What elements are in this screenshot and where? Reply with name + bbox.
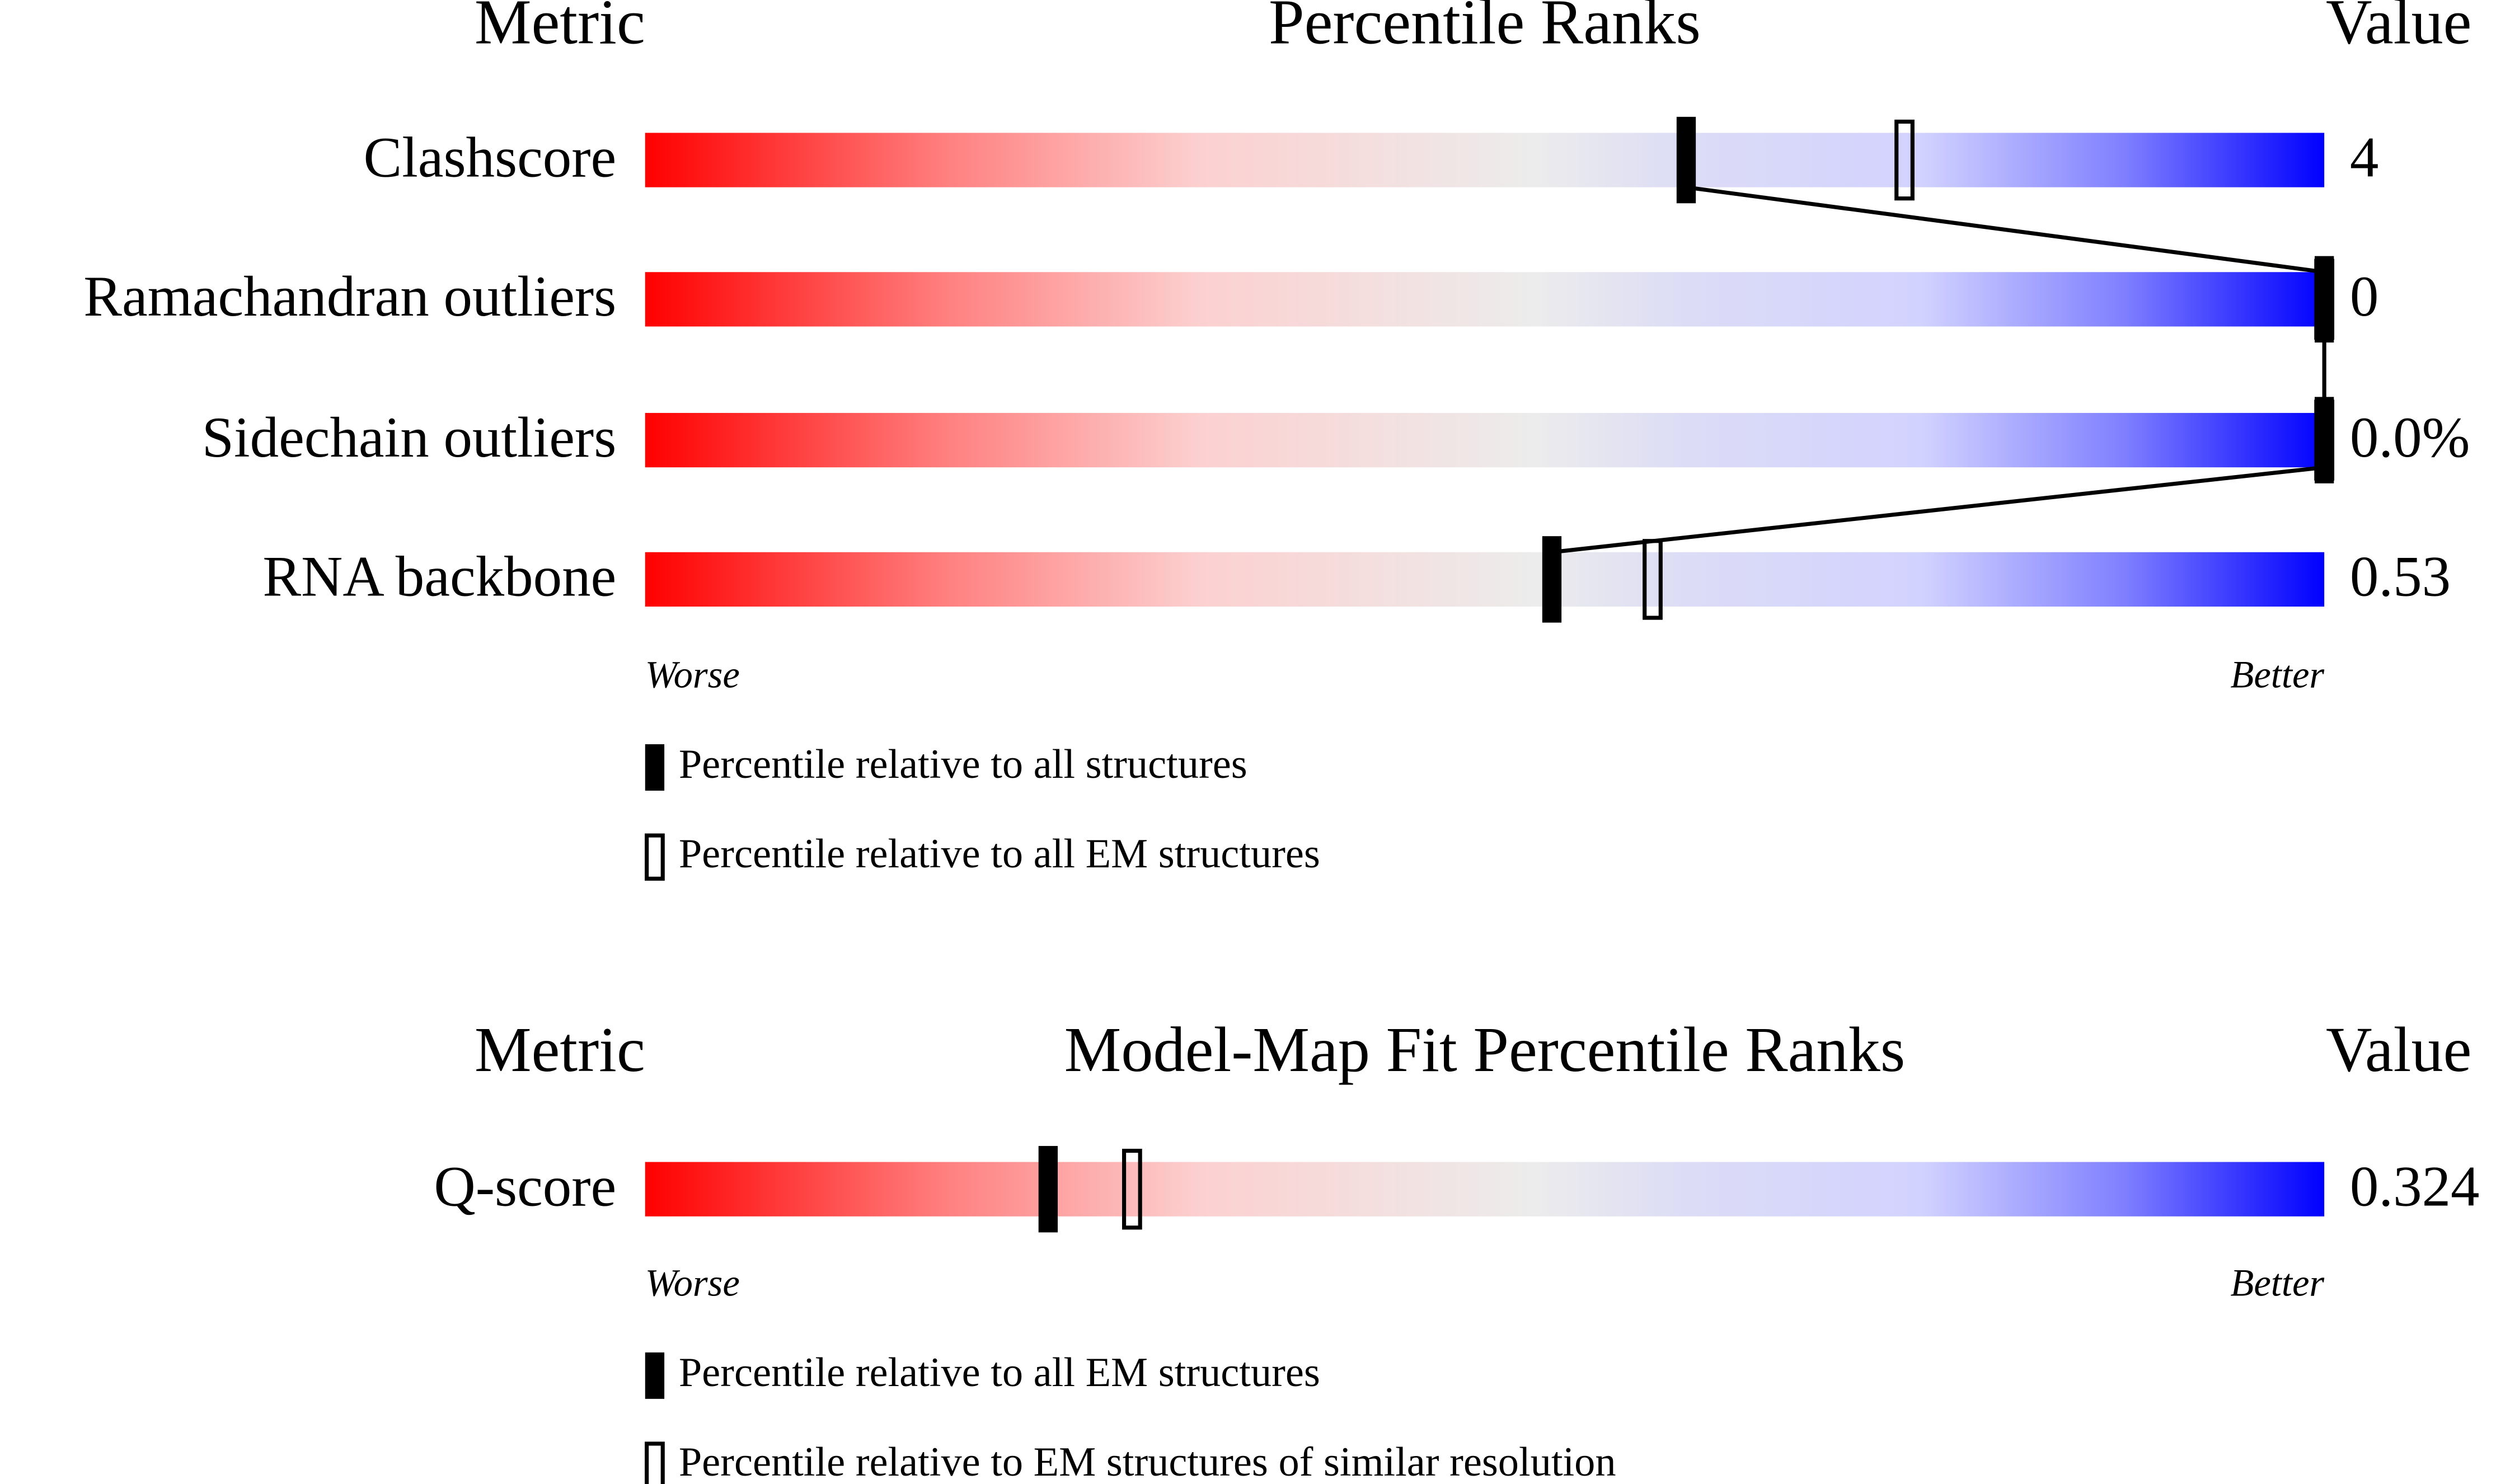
gradient-bar [645, 412, 2325, 468]
value-header: Value [2326, 1014, 2471, 1085]
percentile-marker [2314, 397, 2334, 483]
chart-title: Percentile Ranks [1269, 0, 1701, 58]
chart-title: Model-Map Fit Percentile Ranks [1064, 1014, 1906, 1085]
metric-header: Metric [475, 0, 645, 58]
metric-header: Metric [475, 1014, 645, 1085]
better-label: Better [2230, 653, 2324, 696]
legend-swatch [645, 1352, 665, 1399]
percentile-marker [1542, 536, 1562, 623]
connector-line [1686, 185, 2325, 274]
metric-label: Clashscore [364, 125, 617, 189]
metric-value: 4 [2350, 125, 2378, 189]
metric-value: 0 [2350, 265, 2378, 328]
worse-label: Worse [645, 1261, 740, 1304]
legend-label: Percentile relative to all EM structures [679, 1350, 1320, 1396]
metric-label: Ramachandran outliers [83, 265, 616, 328]
metric-value: 0.53 [2350, 545, 2451, 609]
legend-label: Percentile relative to all structures [679, 741, 1247, 787]
gradient-bar [645, 272, 2325, 327]
percentile-marker [1676, 116, 1696, 204]
em-percentile-marker [1122, 1148, 1142, 1230]
em-percentile-marker [1894, 119, 1915, 201]
legend-swatch [645, 744, 665, 791]
legend-label: Percentile relative to EM structures of … [679, 1439, 1616, 1484]
metric-value: 0.0% [2350, 406, 2470, 469]
legend-label: Percentile relative to all EM structures [679, 831, 1320, 877]
metric-label: Sidechain outliers [202, 406, 617, 469]
gradient-bar [645, 552, 2325, 607]
gradient-bar [645, 133, 2325, 187]
metric-value: 0.324 [2350, 1154, 2480, 1218]
percentile-marker [2314, 256, 2334, 343]
legend-swatch [645, 833, 665, 881]
metric-label: Q-score [434, 1154, 616, 1218]
legend-swatch [645, 1441, 665, 1484]
value-header: Value [2326, 0, 2471, 58]
better-label: Better [2230, 1261, 2324, 1304]
metric-label: RNA backbone [262, 545, 616, 609]
connector-line [1551, 465, 2325, 555]
gradient-bar [645, 1162, 2325, 1217]
percentile-marker [1038, 1145, 1058, 1233]
worse-label: Worse [645, 653, 740, 696]
